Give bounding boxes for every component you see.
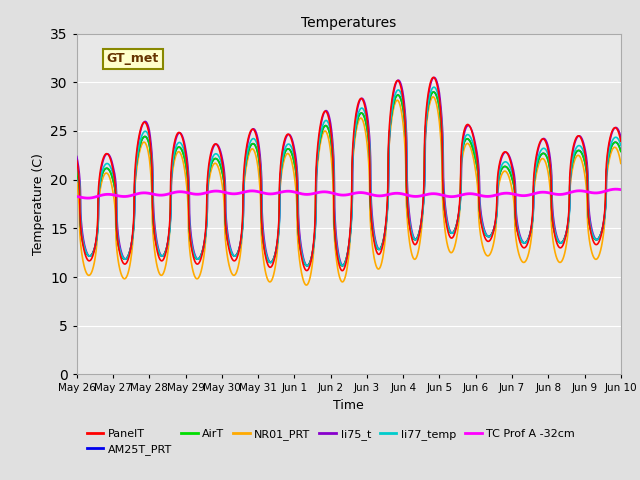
- X-axis label: Time: Time: [333, 399, 364, 412]
- Text: GT_met: GT_met: [107, 52, 159, 65]
- Title: Temperatures: Temperatures: [301, 16, 396, 30]
- Legend: PanelT, AM25T_PRT, AirT, NR01_PRT, li75_t, li77_temp, TC Prof A -32cm: PanelT, AM25T_PRT, AirT, NR01_PRT, li75_…: [83, 424, 579, 460]
- Y-axis label: Temperature (C): Temperature (C): [31, 153, 45, 255]
